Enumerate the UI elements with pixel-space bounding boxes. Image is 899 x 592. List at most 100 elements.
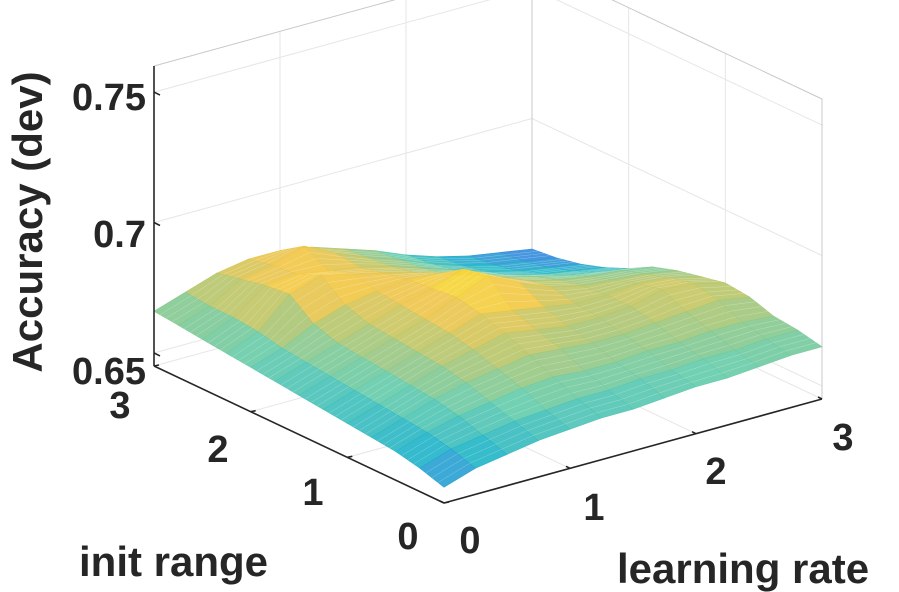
y-tick-0: 0 [397,516,418,558]
mesh-line [379,348,412,368]
mesh-line [366,377,399,398]
mesh-line [715,358,747,369]
mesh-line [371,269,404,271]
mesh-line [511,265,543,270]
mesh-line [347,259,380,263]
mesh-line [597,338,630,348]
mesh-line [547,270,580,275]
mesh-line [709,354,741,364]
mesh-line [292,372,325,393]
mesh-line [388,283,421,299]
z-tick-mark-1 [153,221,161,227]
mesh-line [426,270,458,287]
mesh-line [473,267,506,269]
mesh-line [629,327,662,339]
mesh-line [677,363,710,375]
mesh-line [247,267,279,282]
mesh-line [673,325,705,338]
mesh-line [498,324,531,329]
mesh-line [404,261,437,266]
y-tick-mark-1 [347,455,353,459]
mesh-line [450,273,483,296]
mesh-line [436,305,469,327]
mesh-line [658,382,691,394]
mesh-line [505,264,537,269]
z-tick-mark-2 [153,91,161,96]
mesh-line [397,267,429,270]
mesh-line [555,310,588,317]
mesh-line [596,370,629,381]
mesh-line [288,328,320,352]
mesh-line [357,297,389,315]
mesh-line [444,272,477,294]
mesh-line [566,266,599,271]
mesh-line [459,363,492,379]
mesh-line [605,310,637,322]
box-top-back-y [153,0,396,67]
mesh-line [544,284,577,286]
mesh-line [595,404,628,414]
mesh-line [537,299,570,302]
mesh-line [402,273,434,279]
y-tick-mark-2 [250,409,256,413]
mesh-line [705,289,738,293]
tick-labels: 0.65 0.7 0.75 3 2 1 0 0 1 2 3 [72,77,854,562]
mesh-line [262,354,295,375]
mesh-line [367,341,400,361]
mesh-line [392,355,424,375]
mesh-line [263,301,296,336]
mesh-line [760,326,792,335]
mesh-line [721,362,754,374]
mesh-line [294,333,326,356]
mesh-line [494,430,527,445]
mesh-line [430,301,463,323]
mesh-line [578,357,611,366]
mesh-line [333,282,365,291]
mesh-line [522,343,555,350]
mesh-line [392,256,425,262]
mesh-line [343,327,376,347]
mesh-line [398,358,430,379]
mesh-line [541,359,573,367]
mesh-line [319,309,352,329]
mesh-line [752,351,785,363]
mesh-line [461,323,493,342]
mesh-line [477,378,510,393]
mesh-line [641,337,674,347]
mesh-line [542,262,575,267]
mesh-line [339,286,371,298]
mesh-line [420,271,452,285]
mesh-line [390,391,423,412]
mesh-line [626,392,659,405]
mesh-line [326,278,359,283]
x-tick-mark-1 [565,465,571,470]
mesh-line [500,292,532,296]
mesh-line [256,351,289,372]
mesh-line [346,271,379,274]
mesh-line [462,284,495,302]
mesh-line [553,271,586,276]
mesh-line [687,281,720,283]
mesh-line [728,334,761,346]
mesh-line [565,380,597,389]
mesh-line [692,305,725,317]
mesh-line [452,396,485,412]
mesh-line [529,268,561,273]
mesh-line [471,373,504,388]
mesh-line [275,316,308,345]
mesh-line [667,321,699,333]
mesh-line [691,340,723,351]
mesh-line [300,338,332,359]
mesh-line [583,270,616,277]
x-tick-mark-0 [439,500,445,504]
mesh-line [416,370,449,389]
mesh-line [431,458,464,478]
mesh-line [377,270,410,273]
mesh-line [266,247,299,265]
mesh-line [618,286,651,301]
mesh-line [340,270,372,273]
mesh-line [422,374,455,393]
mesh-line [689,372,722,383]
mesh-line [499,262,531,267]
mesh-line [457,439,490,455]
